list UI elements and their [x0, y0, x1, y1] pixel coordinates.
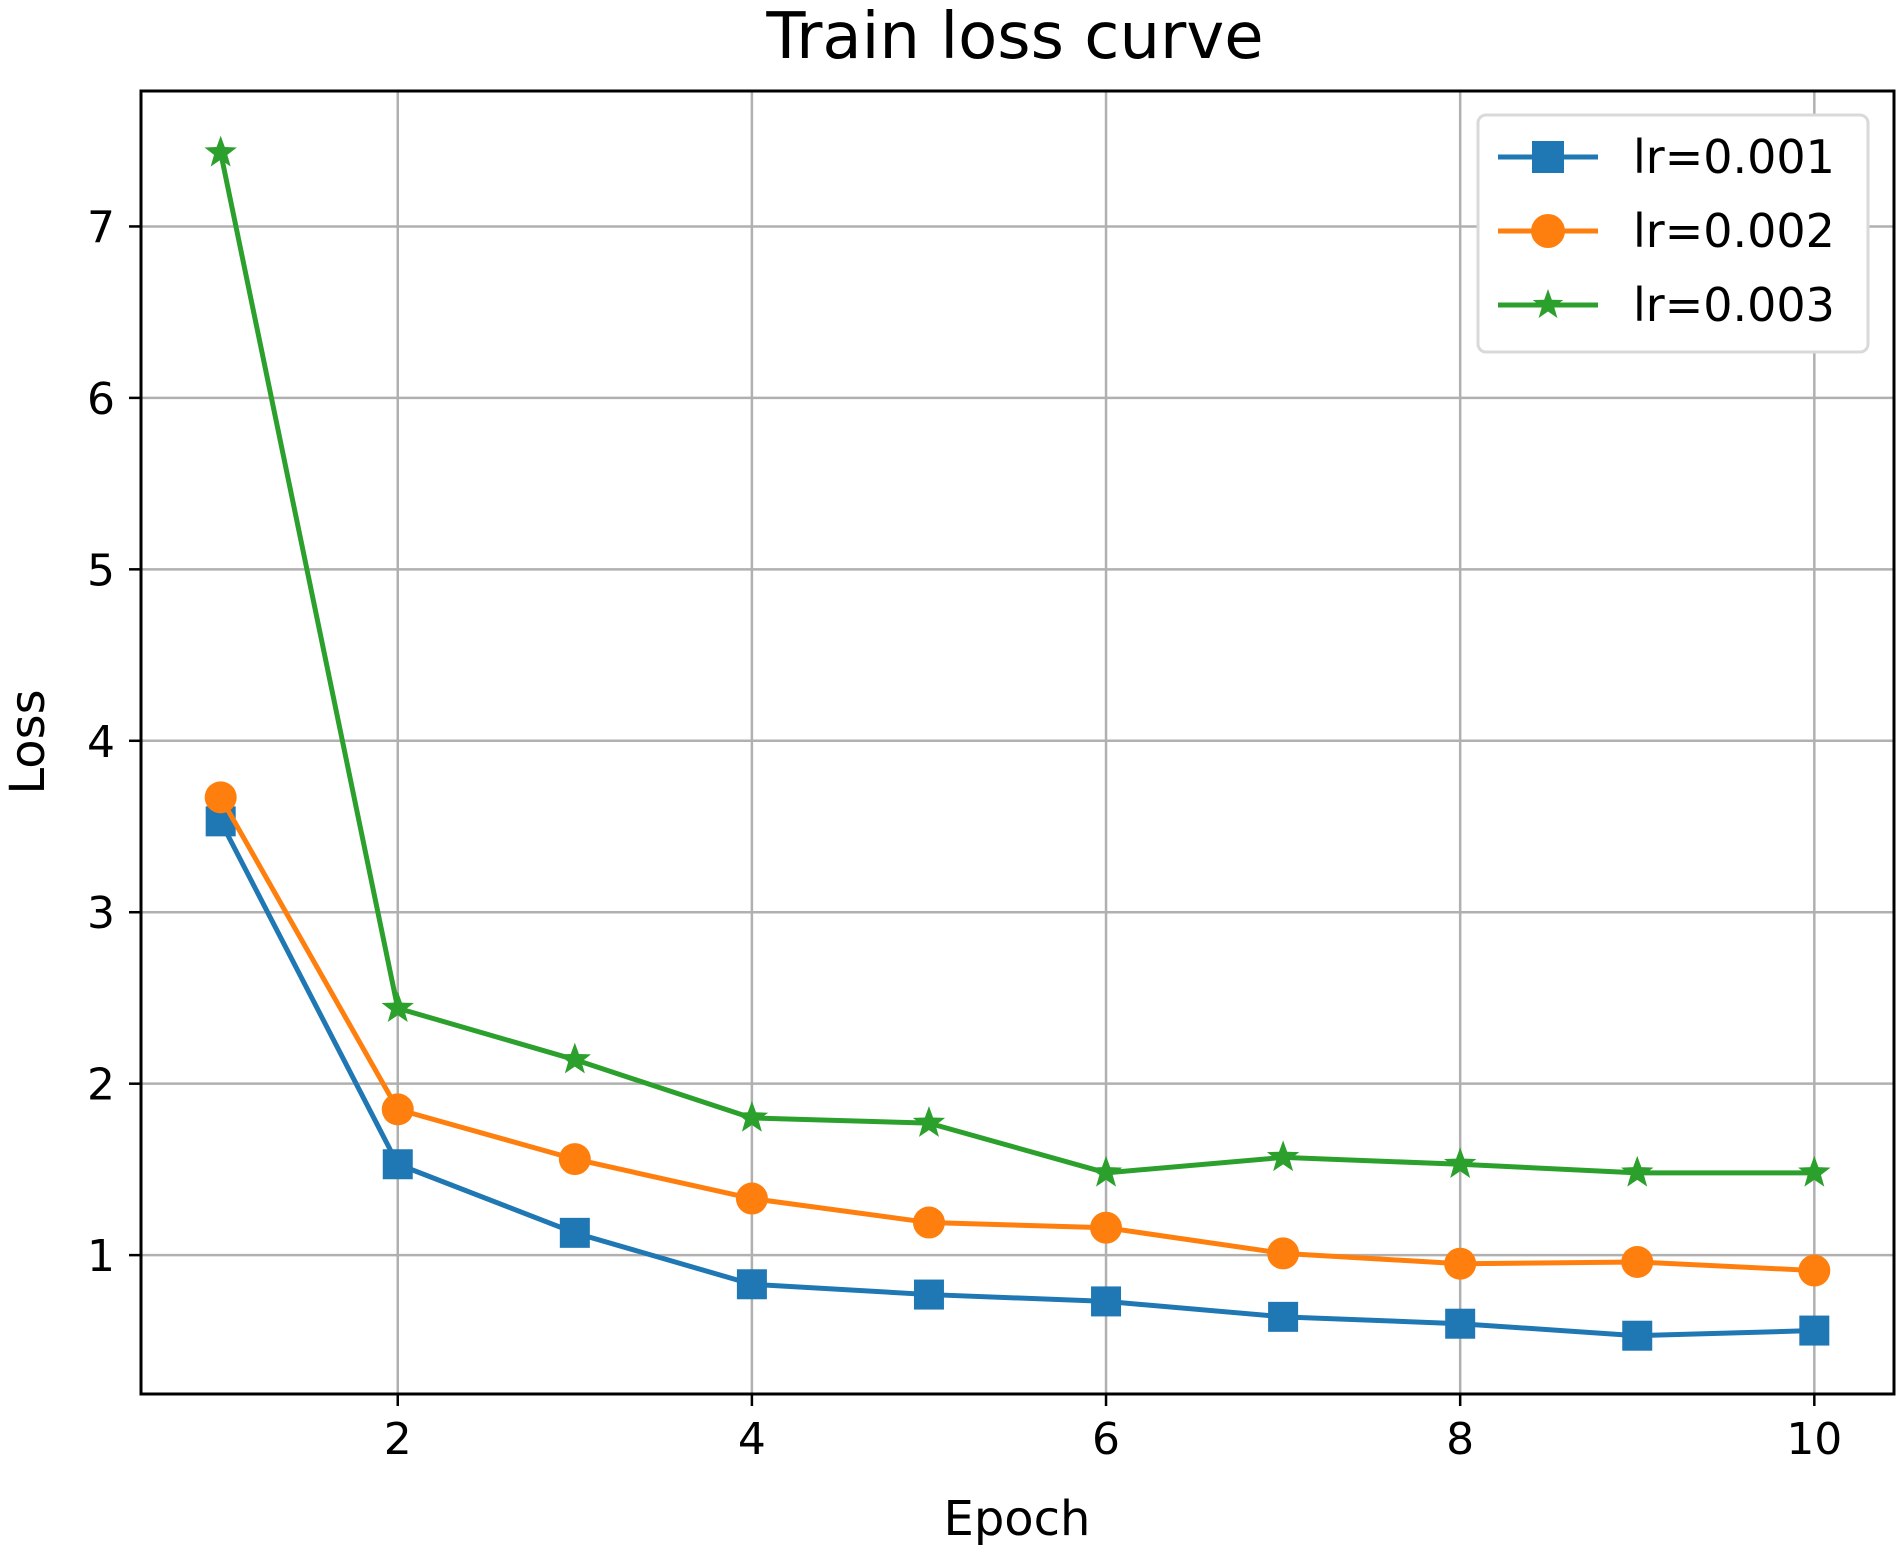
legend-marker: [1532, 289, 1564, 318]
series-line: [218, 152, 1815, 1176]
series-line: [218, 796, 1815, 1274]
data-point: [1267, 1237, 1300, 1270]
series-layer: [204, 135, 1831, 1351]
legend-box: [1476, 113, 1870, 354]
data-point: [736, 1269, 767, 1300]
data-point: [1266, 1140, 1300, 1172]
legend-entry: lr=0.001: [1498, 130, 1835, 184]
data-point: [382, 1149, 413, 1180]
data-point: [1622, 1320, 1653, 1351]
data-point: [913, 1279, 944, 1310]
legend-marker: [1531, 214, 1565, 248]
data-point: [1444, 1147, 1477, 1179]
data-point: [1621, 1245, 1654, 1278]
data-point: [204, 135, 237, 167]
data-point: [1798, 1155, 1831, 1187]
x-tick-label: 8: [1446, 1414, 1474, 1465]
data-point: [735, 1182, 768, 1215]
x-tick-label: 6: [1092, 1414, 1120, 1465]
data-point: [1445, 1308, 1476, 1339]
y-axis-ticks: 1 2 3 4 5 6 7: [87, 202, 141, 1282]
data-point: [381, 991, 414, 1022]
data-point: [1089, 1155, 1123, 1187]
data-point: [912, 1206, 945, 1239]
series-1: [205, 806, 1830, 1351]
y-tick-label: 5: [87, 545, 115, 596]
x-tick-label: 10: [1786, 1414, 1842, 1465]
legend-label: lr=0.002: [1633, 204, 1835, 258]
data-point: [1444, 1247, 1477, 1280]
legend-marker: [1532, 141, 1564, 173]
data-point: [912, 1106, 946, 1137]
x-axis-label: Epoch: [944, 1491, 1091, 1547]
legend: lr=0.001 lr=0.002 lr=0.003: [1476, 113, 1870, 354]
data-point: [1798, 1254, 1831, 1287]
plot-frame: [139, 89, 1896, 1396]
series-3: [204, 135, 1831, 1187]
x-tick-label: 2: [384, 1414, 412, 1465]
data-point: [1090, 1211, 1123, 1244]
series-line: [218, 820, 1815, 1339]
data-point: [558, 1042, 591, 1074]
legend-label: lr=0.003: [1633, 278, 1835, 332]
x-axis-ticks: 2 4 6 8 10: [384, 1394, 1842, 1465]
y-axis-label: Loss: [0, 689, 56, 794]
data-point: [1621, 1155, 1654, 1187]
grid: [141, 91, 1894, 1394]
data-point: [559, 1217, 590, 1248]
y-tick-label: 6: [87, 374, 115, 425]
data-point: [204, 781, 237, 814]
legend-label: lr=0.001: [1633, 130, 1835, 184]
y-tick-label: 3: [87, 888, 115, 939]
x-tick-label: 4: [738, 1414, 766, 1465]
y-tick-label: 1: [87, 1231, 115, 1282]
legend-entry: lr=0.002: [1498, 204, 1835, 258]
y-tick-label: 4: [87, 717, 115, 768]
y-tick-label: 2: [87, 1060, 115, 1111]
series-2: [204, 781, 1831, 1287]
data-point: [1268, 1301, 1299, 1332]
data-point: [1091, 1286, 1122, 1317]
data-point: [381, 1093, 414, 1126]
chart-title: Train loss curve: [765, 0, 1263, 74]
data-point: [735, 1100, 769, 1132]
data-point: [558, 1143, 591, 1176]
y-tick-label: 7: [87, 202, 115, 253]
legend-entry: lr=0.003: [1498, 278, 1835, 332]
data-point: [1799, 1315, 1830, 1346]
